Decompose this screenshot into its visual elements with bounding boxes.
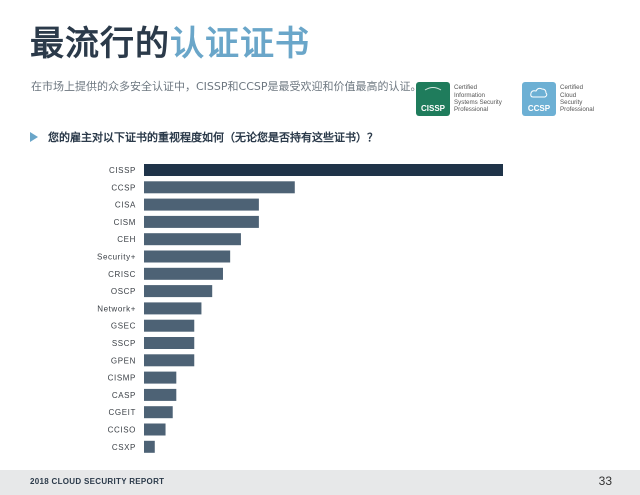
cissp-logo: CISSP (416, 82, 450, 116)
ccsp-line: Security (560, 99, 583, 106)
ccsp-line: Cloud (560, 91, 577, 99)
cloud-icon (530, 87, 548, 98)
bar-cciso (144, 423, 166, 436)
ccsp-logo: CCSP (522, 82, 556, 116)
category-label: CEH (117, 235, 136, 244)
ccsp-line: Certified (560, 84, 584, 92)
bar-casp (144, 388, 177, 401)
category-label: CCISO (108, 426, 136, 435)
cissp-line: Certified (454, 84, 478, 92)
cissp-badge: CISSP Certified Information Systems Secu… (416, 82, 502, 116)
page-title: 最流行的认证证书 (30, 24, 310, 64)
cissp-line: Information (454, 91, 485, 99)
category-label: CSXP (112, 443, 136, 452)
ccsp-badge: CCSP Certified Cloud Security Profession… (522, 82, 594, 116)
ccsp-logo-text: CCSP (527, 104, 551, 113)
cissp-logo-text: CISSP (420, 104, 445, 113)
bar-cissp (144, 164, 503, 176)
cissp-line: Systems Security (454, 99, 502, 106)
category-label: Security+ (97, 253, 136, 262)
bar-csxp (144, 440, 155, 453)
category-label: CGEIT (109, 408, 136, 417)
category-label: CISA (115, 201, 136, 210)
category-label: GSEC (111, 322, 136, 331)
bar-gsec (144, 319, 195, 332)
category-label: Network+ (97, 304, 136, 313)
bar-crisc (144, 267, 223, 280)
bar-cism (144, 215, 259, 228)
bar-ceh (144, 233, 241, 246)
question-row: 您的雇主对以下证书的重视程度如何（无论您是否持有这些证书）？ (30, 129, 378, 145)
title-part-dark: 最流行的 (30, 24, 170, 64)
category-label: CISM (114, 218, 136, 227)
bar-ccsp (144, 181, 295, 194)
ccsp-cert-text: Certified Cloud Security Professional (560, 84, 594, 114)
bar-network (144, 302, 202, 315)
category-label: CISMP (108, 374, 136, 383)
category-label: CRISC (108, 270, 136, 279)
bar-cgeit (144, 406, 173, 419)
subtitle: 在市场上提供的众多安全认证中，CISSP和CCSP是最受欢迎和价值最高的认证。 (31, 80, 422, 93)
bar-oscp (144, 285, 213, 298)
cissp-line: Professional (454, 106, 489, 114)
category-label: OSCP (111, 287, 136, 296)
bar-chart: CISSP CCSP CISA CISM CEH Security+ CRISC OSCP Ne… (97, 164, 503, 453)
page-number: 33 (598, 474, 612, 488)
ccsp-line: Professional (560, 106, 595, 114)
category-label: GPEN (111, 356, 136, 365)
category-label: CCSP (111, 183, 136, 192)
bar-cismp (144, 371, 177, 384)
bar-security (144, 250, 231, 263)
title-part-light: 认证证书 (170, 24, 310, 64)
cissp-cert-text: Certified Information Systems Security P… (454, 84, 502, 114)
bar-gpen (144, 354, 195, 367)
triangle-bullet-icon (30, 132, 38, 142)
footer-report-name: 2018 CLOUD SECURITY REPORT (30, 477, 165, 486)
footer: 2018 CLOUD SECURITY REPORT 33 (0, 470, 640, 495)
category-label: SSCP (112, 339, 136, 348)
bar-cisa (144, 198, 259, 211)
category-label: CASP (112, 391, 136, 400)
category-label: CISSP (109, 166, 136, 175)
shield-icon (424, 87, 442, 91)
chart-question: 您的雇主对以下证书的重视程度如何（无论您是否持有这些证书）？ (48, 131, 378, 144)
bar-sscp (144, 337, 195, 349)
